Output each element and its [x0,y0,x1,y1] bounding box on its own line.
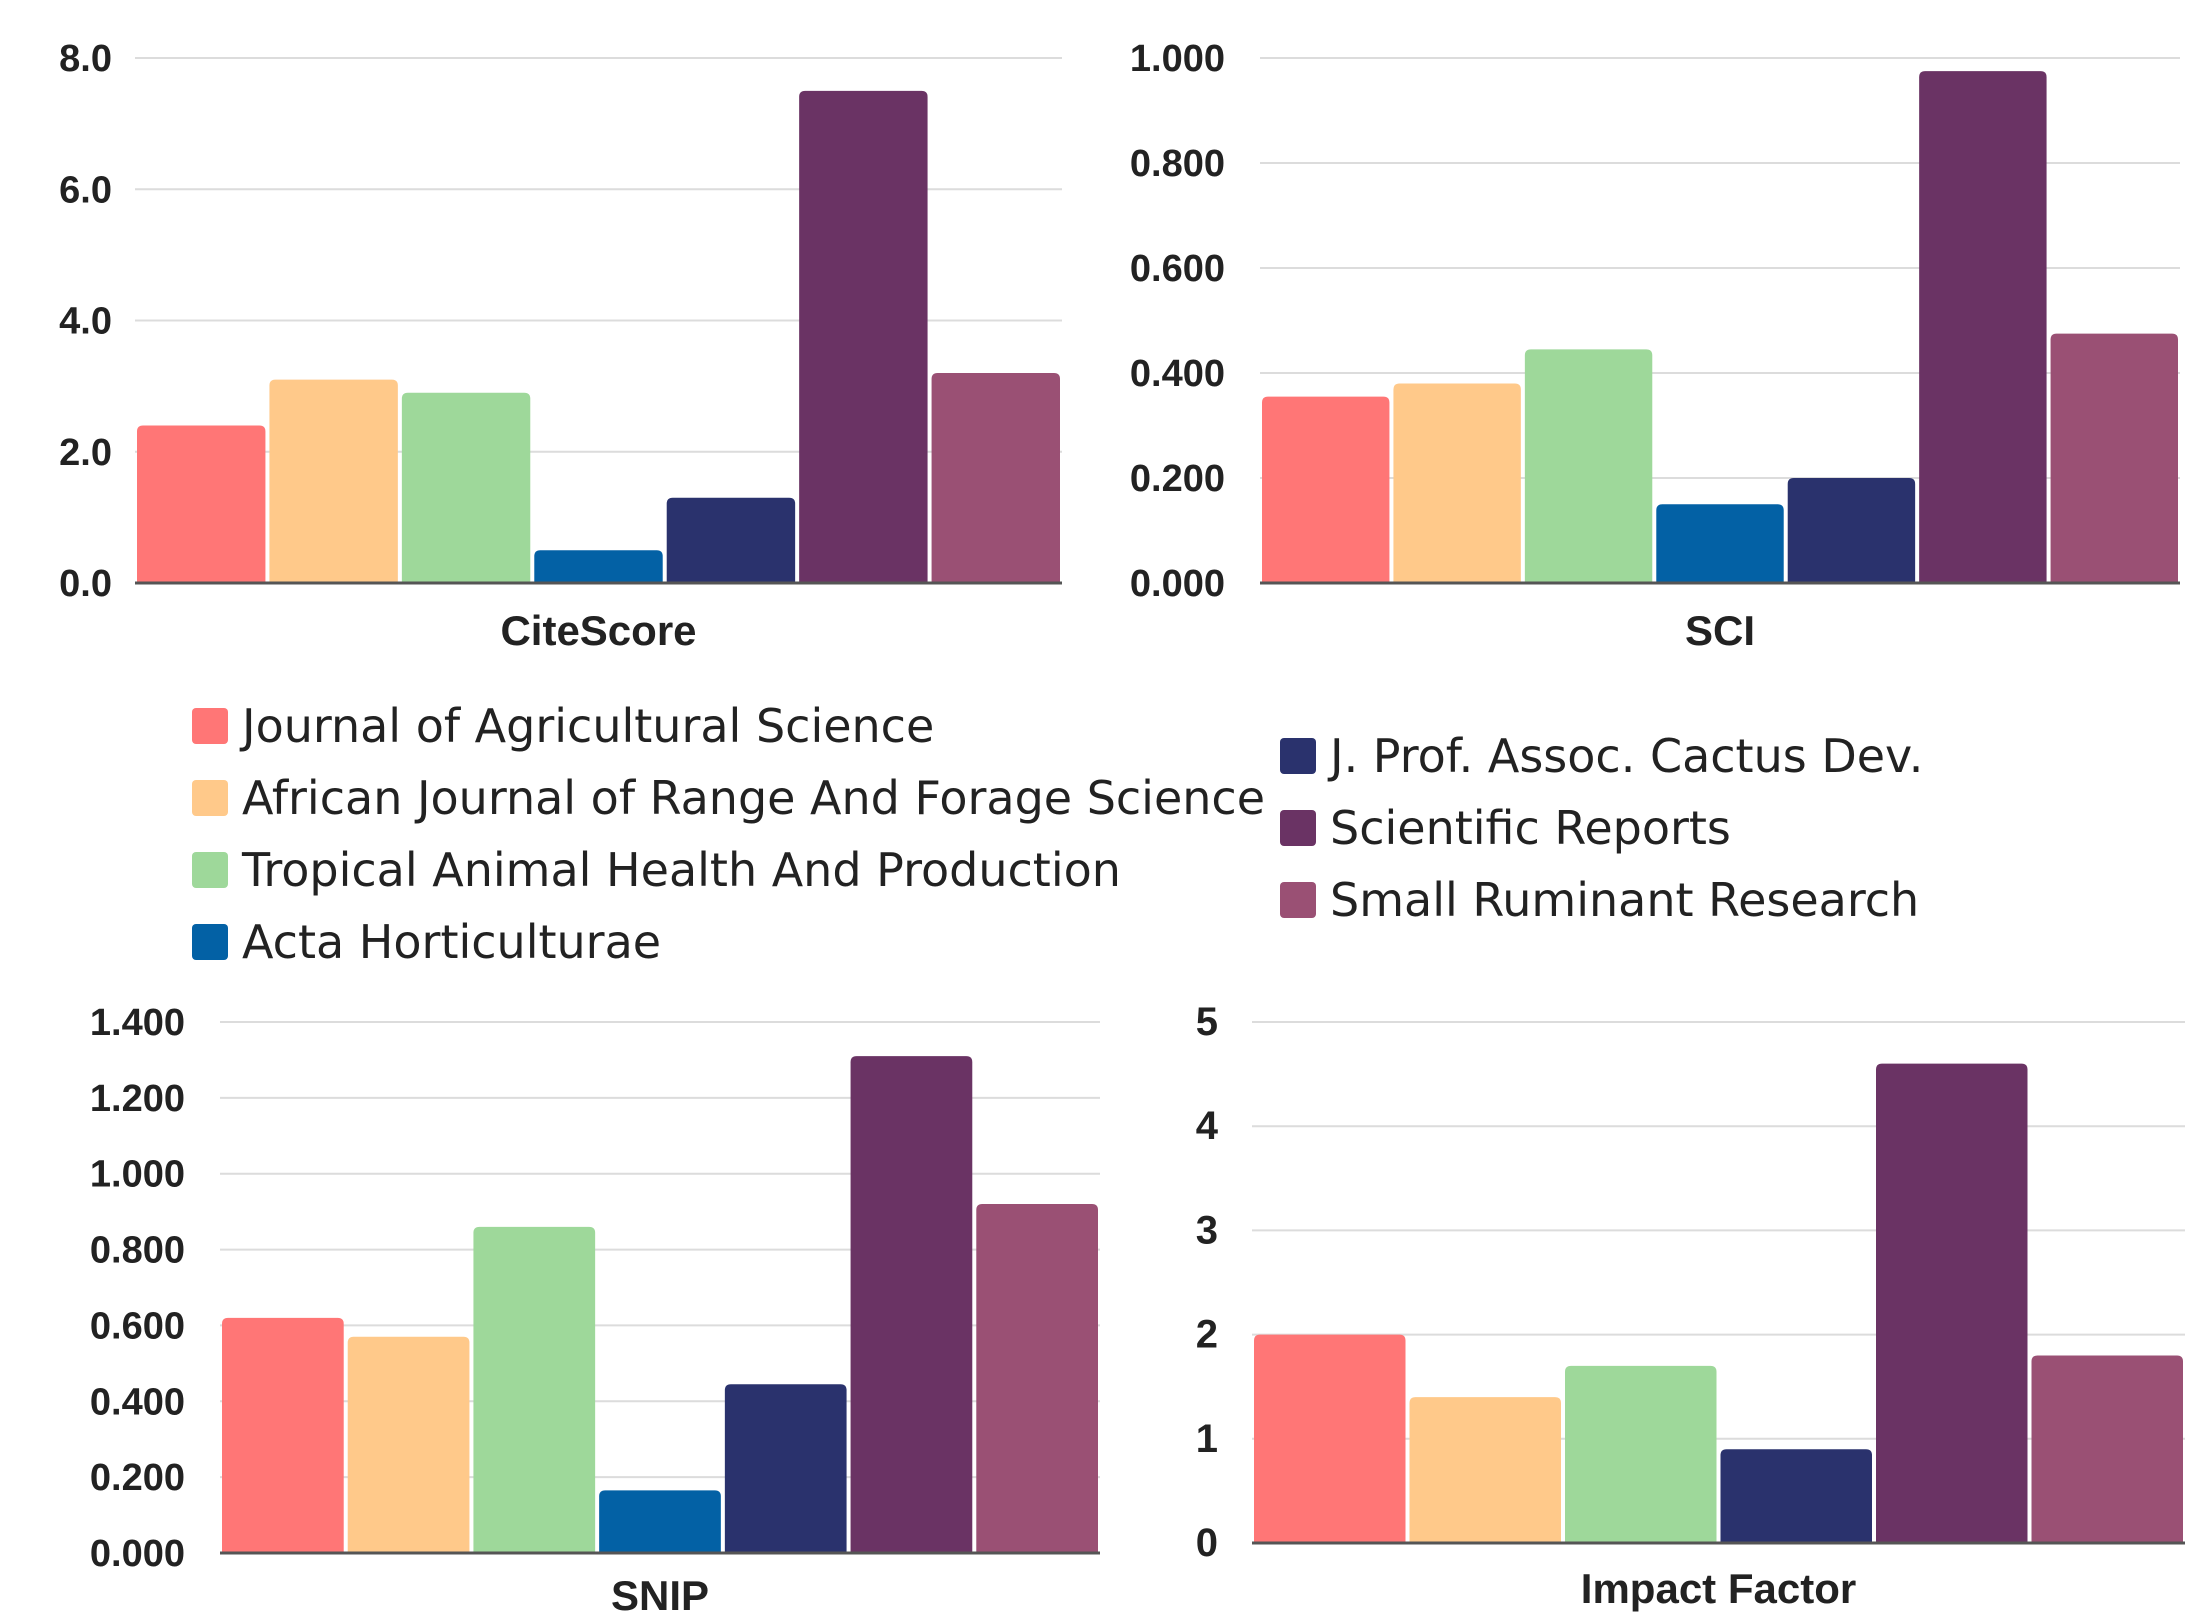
legend-left: Journal of Agricultural Science African … [192,690,1265,978]
legend-label: J. Prof. Assoc. Cactus Dev. [1330,729,1924,783]
bar [1409,1397,1561,1543]
x-axis-title: SCI [1685,607,1755,654]
bar [1393,383,1521,583]
y-tick-label: 2 [1196,1313,1218,1357]
legend-swatch [1280,738,1316,774]
y-tick-label: 2.0 [59,432,112,474]
x-axis-title: SNIP [611,1572,709,1615]
bar [799,90,928,583]
y-tick-label: 0.600 [1130,248,1225,290]
y-tick-label: 0.800 [90,1230,185,1272]
bar [137,425,266,583]
bar [2031,1355,2183,1543]
y-tick-label: 3 [1196,1208,1218,1252]
chart-panel: 0.000 0.200 0.400 0.600 0.800 1.000 1.200 1.400… [90,1002,1100,1615]
legend-label: African Journal of Range And Forage Scie… [242,771,1266,825]
y-tick-label: 0.200 [1130,458,1225,500]
y-tick-label: 6.0 [59,169,112,211]
bar [1565,1365,1717,1543]
bar [222,1317,344,1553]
bar [473,1226,596,1553]
bar [1656,504,1784,583]
y-tick-label: 0.400 [1130,353,1225,395]
y-tick-label: 1.400 [90,1002,185,1044]
bar [850,1056,973,1553]
legend-item: Acta Horticulturae [192,906,1265,978]
bar [2050,333,2178,583]
legend-item: Scientific Reports [1280,792,1923,864]
bar [1262,396,1390,583]
legend-item: Small Ruminant Research [1280,864,1923,936]
legend-label: Tropical Animal Health And Production [242,843,1121,897]
y-tick-label: 0.600 [90,1305,185,1347]
legend-item: Journal of Agricultural Science [192,690,1265,762]
y-tick-label: 0.0 [59,563,112,605]
legend-label: Acta Horticulturae [242,915,662,969]
legend-swatch [1280,810,1316,846]
x-axis-title: CiteScore [500,607,696,654]
y-tick-label: 1.000 [1130,38,1225,80]
bar [1876,1063,2028,1543]
y-tick-label: 0.800 [1130,143,1225,185]
bar [1787,478,1916,583]
bar [931,373,1060,583]
bar [724,1384,847,1553]
y-tick-label: 1.200 [90,1078,185,1120]
y-tick-label: 5 [1196,1000,1218,1044]
bar [976,1204,1098,1553]
legend-label: Scientific Reports [1330,801,1731,855]
chart-panel: 0.000 0.200 0.400 0.600 0.800 1.000 SCI [1130,38,2180,654]
y-tick-label: 0.400 [90,1381,185,1423]
bar [1919,71,2047,583]
bar [666,497,796,583]
legend-label: Journal of Agricultural Science [242,699,935,753]
bar [1720,1449,1872,1543]
x-axis-title: Impact Factor [1581,1565,1856,1612]
legend-item: J. Prof. Assoc. Cactus Dev. [1280,720,1923,792]
y-tick-label: 1.000 [90,1154,185,1196]
y-tick-label: 8.0 [59,38,112,80]
y-tick-label: 0 [1196,1521,1218,1565]
y-tick-label: 1 [1196,1417,1218,1461]
y-tick-label: 0.000 [1130,563,1225,605]
chart-panel: 0 1 2 3 4 5 Impact Factor [1196,1000,2185,1612]
y-tick-label: 0.000 [90,1533,185,1575]
bar [534,550,663,583]
legend-swatch [192,780,228,816]
y-tick-label: 4 [1196,1104,1219,1148]
bar [269,379,398,583]
legend-right: J. Prof. Assoc. Cactus Dev. Scientific R… [1280,720,1923,936]
legend-label: Small Ruminant Research [1330,873,1920,927]
bar [1254,1334,1406,1543]
legend-swatch [192,924,228,960]
legend-swatch [192,852,228,888]
chart-panel: 0.0 2.0 4.0 6.0 8.0 CiteScore [59,38,1062,654]
legend-swatch [1280,882,1316,918]
legend-swatch [192,708,228,744]
bar [599,1490,721,1553]
bar [401,392,531,583]
bar [1524,349,1653,583]
legend-item: Tropical Animal Health And Production [192,834,1265,906]
legend-item: African Journal of Range And Forage Scie… [192,762,1265,834]
y-tick-label: 4.0 [59,301,112,343]
bar [347,1336,470,1553]
y-tick-label: 0.200 [90,1457,185,1499]
